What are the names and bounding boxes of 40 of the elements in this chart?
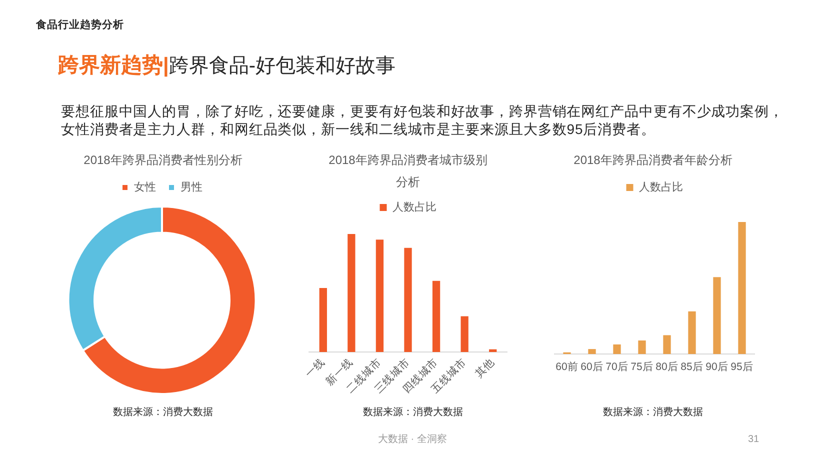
x-tick-label: 95后 <box>730 360 754 374</box>
bar <box>404 248 412 352</box>
bar <box>319 288 327 352</box>
text: 31 <box>748 434 760 446</box>
legend-label: 女性 <box>134 182 156 194</box>
x-tick-label: 70后 <box>606 360 628 374</box>
x-tick-label: 85后 <box>680 360 704 374</box>
bar <box>738 222 746 354</box>
chart-title: 2018年跨界品消费者城市级别分析 <box>328 152 488 191</box>
bar <box>713 277 721 354</box>
text: 食品行业趋势分析 <box>36 18 124 32</box>
x-tick-label: 80后 <box>656 360 678 374</box>
x-tick-label: 90后 <box>706 360 728 374</box>
bar <box>638 340 646 354</box>
legend-label: 人数占比 <box>638 180 683 194</box>
bar <box>663 335 671 354</box>
chart-title: 2018年跨界品消费者性别分析 <box>82 152 244 169</box>
x-tick-label: 60前 <box>556 361 578 374</box>
source-note: 数据来源：消费大数据 <box>602 407 704 419</box>
bar <box>489 349 497 352</box>
bar <box>588 349 596 354</box>
text: 大数据 · 全洞察 <box>378 434 447 446</box>
source-note: 数据来源：消费大数据 <box>112 407 214 419</box>
legend-label: 人数占比 <box>392 200 436 214</box>
x-tick-label: 60后 <box>580 360 604 374</box>
bar <box>460 316 468 352</box>
chart-title: 2018年跨界品消费者年龄分析 <box>572 152 734 169</box>
text: 要想征服中国人的胃，除了好吃，还要健康，更要有好包装和好故事，跨界营销在网红产品中更有不少成功案例， <box>61 103 784 119</box>
x-tick-label: 75后 <box>630 360 654 374</box>
bar <box>376 240 384 352</box>
legend-label: 男性 <box>180 182 202 194</box>
text: 跨界食品-好包装和好故事 <box>168 55 396 77</box>
bar <box>432 280 440 352</box>
text: 跨界新趋势| <box>58 54 169 77</box>
bar <box>688 311 696 354</box>
x-tick-label: 其他 <box>472 355 498 380</box>
source-note: 数据来源：消费大数据 <box>362 407 464 419</box>
bar <box>613 344 621 354</box>
bar <box>348 234 356 352</box>
text: 女性消费者是主力人群，和网红品类似，新一线和二线城市是主要来源且大多数95后消费者。 <box>61 121 656 137</box>
